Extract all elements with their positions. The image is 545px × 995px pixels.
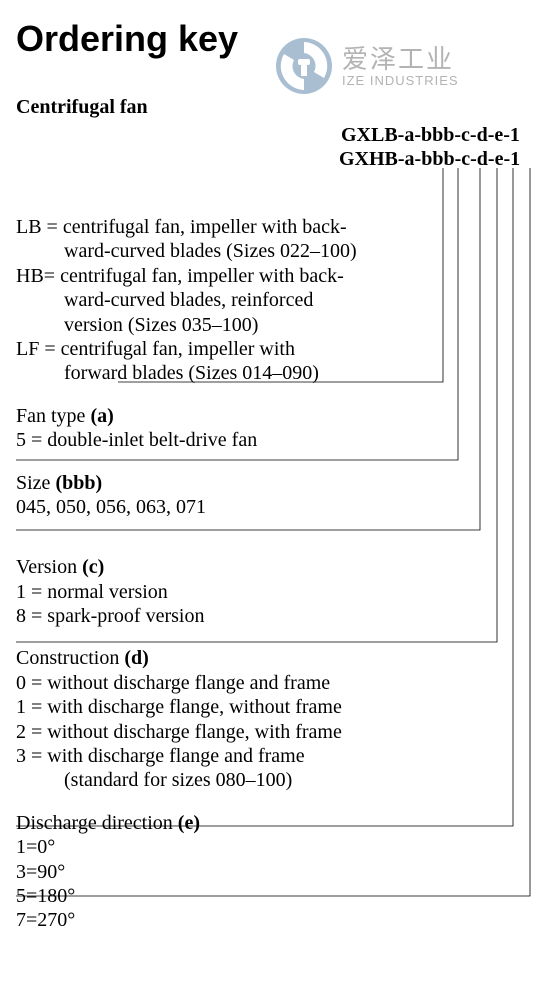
ordering-key-line-2: GXHB-a-bbb-c-d-e-1 bbox=[339, 148, 520, 171]
def-line: 045, 050, 056, 063, 071 bbox=[16, 495, 396, 519]
section-c: Version (c) 1 = normal version 8 = spark… bbox=[16, 555, 396, 628]
section-prefix: LB = centrifugal fan, impeller with back… bbox=[16, 215, 396, 386]
def-line: 1 = with discharge flange, without frame bbox=[16, 695, 396, 719]
def-line: 3 = with discharge flange and frame bbox=[16, 744, 396, 768]
def-key: LF = bbox=[16, 337, 61, 361]
section-bbb: Size (bbb) 045, 050, 056, 063, 071 bbox=[16, 471, 396, 520]
def-line: version (Sizes 035–100) bbox=[16, 313, 396, 337]
def-val: centrifugal fan, impeller with back- bbox=[63, 215, 396, 239]
heading-e: Discharge direction (e) bbox=[16, 811, 396, 835]
def-line: 7=270° bbox=[16, 908, 396, 932]
subtitle: Centrifugal fan bbox=[16, 96, 148, 119]
heading-bold: (a) bbox=[90, 405, 113, 427]
def-val: centrifugal fan, impeller with bbox=[61, 337, 396, 361]
heading-a: Fan type (a) bbox=[16, 404, 396, 428]
heading-bold: (e) bbox=[178, 812, 200, 834]
page-title: Ordering key bbox=[16, 18, 238, 60]
def-key: LB = bbox=[16, 215, 63, 239]
def-line: 2 = without discharge flange, with frame bbox=[16, 720, 396, 744]
def-line: 8 = spark-proof version bbox=[16, 604, 396, 628]
heading-bold: (bbb) bbox=[55, 472, 102, 494]
def-line: 5=180° bbox=[16, 884, 396, 908]
watermark: 爱泽工业 IZE INDUSTRIES bbox=[274, 36, 459, 96]
def-key: HB= bbox=[16, 264, 60, 288]
def-line: 0 = without discharge flange and frame bbox=[16, 671, 396, 695]
heading-bold: (c) bbox=[82, 556, 104, 578]
def-line: 5 = double-inlet belt-drive fan bbox=[16, 428, 396, 452]
heading-bold: (d) bbox=[124, 647, 148, 669]
section-a: Fan type (a) 5 = double-inlet belt-drive… bbox=[16, 404, 396, 453]
heading-pre: Construction bbox=[16, 647, 124, 669]
section-d: Construction (d) 0 = without discharge f… bbox=[16, 646, 396, 792]
def-line: 3=90° bbox=[16, 860, 396, 884]
def-line: ward-curved blades (Sizes 022–100) bbox=[16, 239, 396, 263]
heading-c: Version (c) bbox=[16, 555, 396, 579]
watermark-en: IZE INDUSTRIES bbox=[342, 74, 459, 87]
def-line: ward-curved blades, reinforced bbox=[16, 288, 396, 312]
section-e: Discharge direction (e) 1=0° 3=90° 5=180… bbox=[16, 811, 396, 933]
def-line: 1=0° bbox=[16, 835, 396, 859]
def-line: forward blades (Sizes 014–090) bbox=[16, 361, 396, 385]
heading-pre: Version bbox=[16, 556, 82, 578]
content: LB = centrifugal fan, impeller with back… bbox=[16, 215, 396, 951]
ordering-key-line-1: GXLB-a-bbb-c-d-e-1 bbox=[341, 124, 520, 147]
heading-pre: Fan type bbox=[16, 405, 90, 427]
def-line: 1 = normal version bbox=[16, 580, 396, 604]
watermark-logo-icon bbox=[274, 36, 334, 96]
heading-pre: Discharge direction bbox=[16, 812, 178, 834]
heading-d: Construction (d) bbox=[16, 646, 396, 670]
heading-pre: Size bbox=[16, 472, 55, 494]
def-line: (standard for sizes 080–100) bbox=[16, 768, 396, 792]
heading-bbb: Size (bbb) bbox=[16, 471, 396, 495]
watermark-cn: 爱泽工业 bbox=[342, 46, 459, 72]
def-val: centrifugal fan, impeller with back- bbox=[60, 264, 396, 288]
